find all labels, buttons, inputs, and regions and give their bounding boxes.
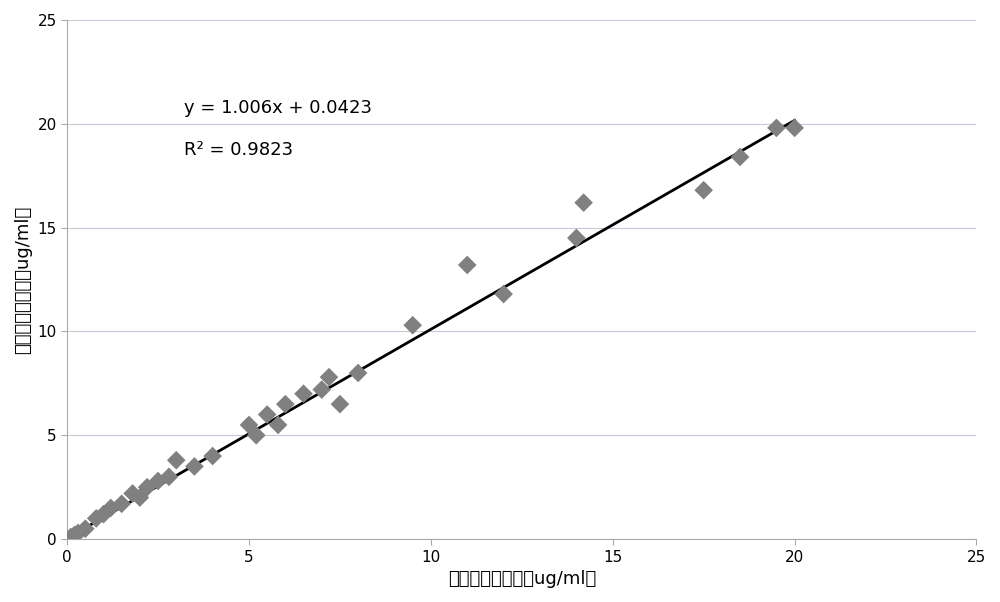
Point	[321, 372, 337, 382]
Point	[350, 368, 366, 378]
Point	[248, 430, 264, 440]
Text: R² = 0.9823: R² = 0.9823	[184, 141, 293, 159]
Point	[568, 233, 584, 243]
Point	[186, 462, 202, 471]
Point	[241, 420, 257, 430]
Point	[125, 489, 141, 498]
Y-axis label: 荧光法测试结果（ug/ml）: 荧光法测试结果（ug/ml）	[14, 205, 32, 353]
Point	[70, 528, 86, 538]
Point	[259, 410, 275, 420]
Point	[88, 514, 104, 523]
Point	[332, 399, 348, 409]
Point	[66, 530, 82, 540]
Point	[277, 399, 293, 409]
Point	[768, 123, 784, 132]
Point	[132, 493, 148, 503]
Point	[103, 503, 119, 513]
Point	[314, 385, 330, 394]
Point	[576, 198, 592, 208]
Point	[405, 320, 421, 330]
Point	[732, 152, 748, 162]
Point	[696, 185, 712, 195]
Point	[787, 123, 803, 132]
Point	[95, 509, 111, 519]
Point	[205, 452, 221, 461]
Point	[139, 482, 155, 492]
Point	[114, 499, 130, 509]
Point	[270, 420, 286, 430]
X-axis label: 比浊法测试结果（ug/ml）: 比浊法测试结果（ug/ml）	[448, 570, 596, 588]
Point	[296, 389, 312, 399]
Point	[496, 289, 512, 299]
Text: y = 1.006x + 0.0423: y = 1.006x + 0.0423	[184, 99, 372, 117]
Point	[161, 472, 177, 482]
Point	[150, 476, 166, 486]
Point	[168, 455, 184, 465]
Point	[77, 524, 93, 533]
Point	[63, 532, 79, 542]
Point	[459, 260, 475, 270]
